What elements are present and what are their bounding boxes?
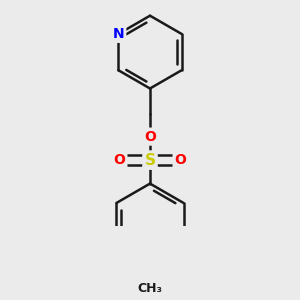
Text: O: O — [113, 153, 125, 167]
Text: O: O — [144, 130, 156, 144]
Text: O: O — [175, 153, 187, 167]
Text: N: N — [113, 27, 124, 41]
Text: S: S — [145, 153, 155, 168]
Text: CH₃: CH₃ — [137, 282, 163, 295]
